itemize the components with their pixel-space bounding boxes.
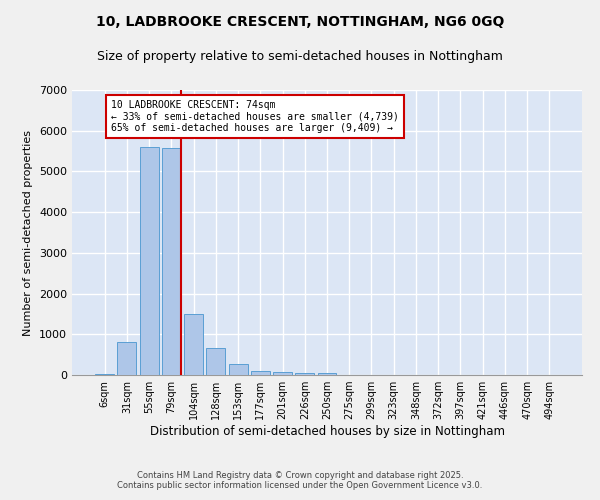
- Bar: [162, 148, 181, 375]
- Bar: [273, 372, 292, 375]
- Y-axis label: Number of semi-detached properties: Number of semi-detached properties: [23, 130, 34, 336]
- Bar: [295, 373, 314, 375]
- Bar: [251, 370, 270, 375]
- Text: 10 LADBROOKE CRESCENT: 74sqm
← 33% of semi-detached houses are smaller (4,739)
6: 10 LADBROOKE CRESCENT: 74sqm ← 33% of se…: [112, 100, 399, 134]
- Bar: [317, 372, 337, 375]
- Bar: [118, 342, 136, 375]
- Bar: [95, 374, 114, 375]
- Text: Size of property relative to semi-detached houses in Nottingham: Size of property relative to semi-detach…: [97, 50, 503, 63]
- Bar: [140, 147, 158, 375]
- Text: 10, LADBROOKE CRESCENT, NOTTINGHAM, NG6 0GQ: 10, LADBROOKE CRESCENT, NOTTINGHAM, NG6 …: [96, 15, 504, 29]
- Bar: [184, 314, 203, 375]
- Bar: [229, 364, 248, 375]
- Text: Contains HM Land Registry data © Crown copyright and database right 2025.
Contai: Contains HM Land Registry data © Crown c…: [118, 470, 482, 490]
- X-axis label: Distribution of semi-detached houses by size in Nottingham: Distribution of semi-detached houses by …: [149, 425, 505, 438]
- Bar: [206, 348, 225, 375]
